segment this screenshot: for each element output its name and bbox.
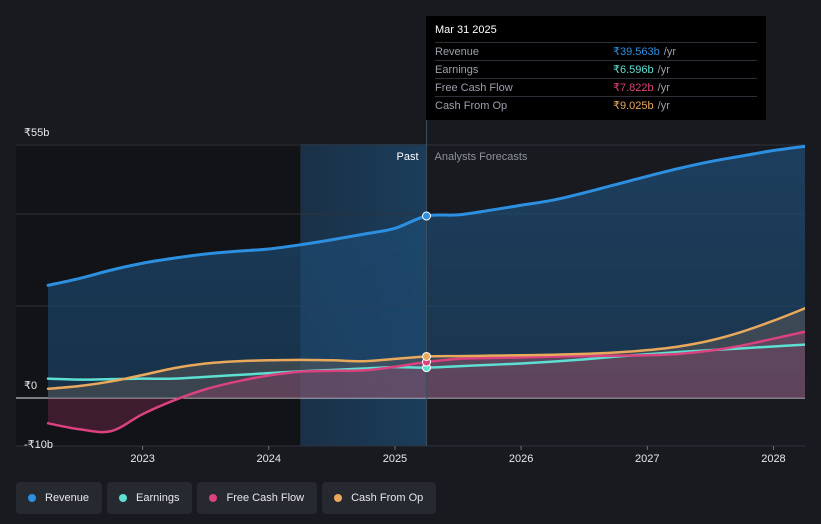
y-tick-label: ₹55b <box>24 127 49 139</box>
y-axis: ₹55b ₹0 -₹10b <box>24 127 53 451</box>
tooltip-row-cash-from-op: Cash From Op ₹9.025b /yr <box>435 96 757 114</box>
tooltip-row-revenue: Revenue ₹39.563b /yr <box>435 42 757 60</box>
legend-item-revenue[interactable]: Revenue <box>16 482 103 514</box>
tooltip-value: ₹9.025b <box>613 100 654 112</box>
hover-marker <box>422 351 431 361</box>
tooltip-value: ₹39.563b <box>613 46 660 58</box>
legend-label: Free Cash Flow <box>226 492 305 504</box>
x-tick-label: 2025 <box>383 453 407 465</box>
legend-dot-icon <box>209 494 218 502</box>
legend-label: Revenue <box>45 492 90 504</box>
tooltip-label: Cash From Op <box>435 99 508 112</box>
financial-chart: Past Analysts Forecasts ₹55b ₹0 -₹10b 2023… <box>16 16 805 465</box>
tooltip-label: Free Cash Flow <box>435 81 513 94</box>
x-tick-label: 2027 <box>635 453 659 465</box>
legend-item-earnings[interactable]: Earnings <box>107 482 193 514</box>
legend-label: Cash From Op <box>351 492 424 504</box>
y-tick-label: -₹10b <box>24 439 53 451</box>
legend-dot-icon <box>119 494 128 502</box>
x-tick-label: 2026 <box>509 453 533 465</box>
x-axis: 2023 2024 2025 2026 2027 2028 <box>130 446 786 465</box>
legend-dot-icon <box>334 494 343 502</box>
tooltip-value: ₹7.822b <box>613 82 654 94</box>
tooltip-date: Mar 31 2025 <box>435 24 497 36</box>
tooltip-label: Revenue <box>435 45 480 58</box>
x-tick-label: 2023 <box>130 453 154 465</box>
legend-item-cash-from-op[interactable]: Cash From Op <box>322 482 437 514</box>
hover-markers <box>422 211 431 373</box>
hover-marker <box>422 211 431 221</box>
past-label: Past <box>396 151 418 163</box>
tooltip-unit: /yr <box>663 45 676 58</box>
tooltip-unit: /yr <box>657 99 670 112</box>
tooltip-row-earnings: Earnings ₹6.596b /yr <box>435 60 757 78</box>
y-tick-label: ₹0 <box>24 380 37 392</box>
tooltip-row-free-cash-flow: Free Cash Flow ₹7.822b /yr <box>435 78 757 96</box>
forecast-label: Analysts Forecasts <box>435 151 528 163</box>
legend-dot-icon <box>28 494 36 502</box>
x-tick-label: 2028 <box>761 453 785 465</box>
legend: Revenue Earnings Free Cash Flow Cash Fro… <box>16 482 437 514</box>
tooltip-unit: /yr <box>657 63 670 76</box>
legend-item-free-cash-flow[interactable]: Free Cash Flow <box>197 482 318 514</box>
tooltip-label: Earnings <box>435 63 479 76</box>
legend-label: Earnings <box>136 492 180 504</box>
x-tick-label: 2024 <box>257 453 281 465</box>
tooltip: Mar 31 2025 Revenue ₹39.563b /yr Earning… <box>426 16 766 120</box>
tooltip-value: ₹6.596b <box>613 64 654 76</box>
tooltip-unit: /yr <box>657 81 670 94</box>
